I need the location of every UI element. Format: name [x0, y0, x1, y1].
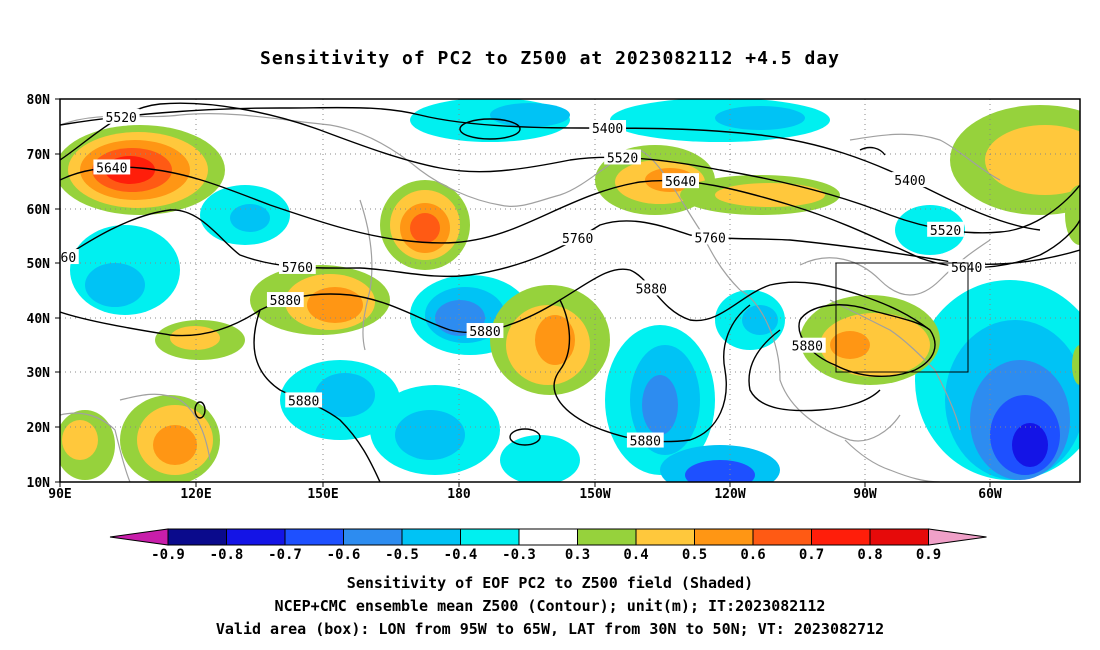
colorbar-swatch [460, 528, 520, 546]
colorbar-label: 0.9 [916, 547, 941, 563]
lat-label: 50N [27, 257, 51, 272]
contour-label-bg [604, 149, 641, 165]
lat-label: 10N [27, 476, 51, 491]
lat-label: 80N [27, 93, 51, 108]
contour-label: 5640 [96, 161, 127, 176]
colorbar-swatch [401, 528, 461, 546]
contour-label: 5880 [288, 394, 319, 409]
contour-label: 5760 [282, 261, 313, 276]
axis-ticks [55, 98, 991, 487]
caption-shaded: Sensitivity of EOF PC2 to Z500 field (Sh… [346, 574, 754, 592]
colorbar-label: 0.6 [740, 547, 765, 563]
colorbar-swatch [752, 528, 812, 546]
contour-label-bg [102, 108, 140, 124]
contour-5760 [60, 209, 1080, 278]
contour-label: 5880 [469, 325, 500, 340]
contour-label: 5640 [665, 175, 696, 190]
colorbar-swatch [284, 528, 344, 546]
colorbar: -0.9 -0.8 -0.7 -0.6 -0.5 -0.4 -0.3 0.3 0.4 0.5 0.6… [109, 528, 987, 563]
lat-label: 60N [27, 203, 51, 218]
lon-label: 150E [307, 487, 338, 502]
contour-label-bg [266, 292, 304, 308]
contour-label: 5880 [792, 340, 823, 355]
lat-label: 30N [27, 366, 51, 381]
colorbar-swatch [577, 528, 637, 546]
lon-label: 90W [853, 487, 877, 502]
contour-label-bg [927, 221, 964, 237]
contour-label-bg [278, 258, 316, 274]
map-frame [59, 98, 1081, 483]
contour-labels: 5520 5640 5400 5520 5640 5760 760 5760 5880 5760 5… [53, 108, 986, 450]
contour-label: 5400 [592, 122, 623, 137]
contour-label: 5760 [562, 232, 593, 247]
colorbar-swatch [167, 528, 227, 546]
contour-label-bg [891, 172, 929, 188]
latitude-labels: 80N 70N 60N 50N 40N 30N 20N 10N [27, 93, 51, 491]
colorbar-swatch [811, 528, 871, 546]
colorbar-label: -0.6 [327, 547, 361, 563]
contour-5880 [60, 268, 931, 337]
colorbar-swatch [635, 528, 695, 546]
colorbar-left-arrow [109, 528, 169, 546]
lat-label: 20N [27, 421, 51, 436]
colorbar-right-arrow [928, 528, 987, 546]
contour-label: 5400 [894, 174, 925, 189]
contour-label-bg [466, 323, 504, 339]
lon-label: 60W [978, 487, 1002, 502]
contour-label-bg [662, 173, 699, 189]
colorbar-swatch [343, 528, 403, 546]
map-title: Sensitivity of PC2 to Z500 at 2023082112… [259, 48, 840, 69]
colorbar-label: 0.8 [857, 547, 882, 563]
valid-area-box [835, 262, 969, 373]
lon-label: 120E [180, 487, 211, 502]
contour-label: 5640 [951, 261, 982, 276]
contour-label: 5880 [630, 435, 661, 450]
colorbar-label: -0.8 [210, 547, 244, 563]
colorbar-label: -0.4 [444, 547, 478, 563]
contour-label-bg [60, 249, 79, 265]
colorbar-label: 0.7 [799, 547, 824, 563]
contour-label: 5880 [636, 282, 667, 297]
lon-label: 90E [48, 487, 71, 502]
lon-label: 150W [579, 487, 610, 502]
contour-label-bg [691, 229, 729, 245]
colorbar-swatch [226, 528, 286, 546]
caption-valid-area: Valid area (box): LON from 95W to 65W, L… [215, 620, 885, 638]
colorbar-label: -0.5 [385, 547, 419, 563]
contour-label-bg [626, 432, 664, 448]
contour-label-bg [285, 392, 323, 408]
longitude-labels: 90E 120E 150E 180 150W 120W 90W 60W [48, 487, 1002, 502]
contour-label: 5520 [106, 111, 137, 126]
lon-label: 120W [714, 487, 745, 502]
colorbar-label: -0.7 [268, 547, 302, 563]
colorbar-swatch [518, 528, 578, 546]
contour-label-bg [788, 337, 826, 353]
contour-label: 5520 [930, 224, 961, 239]
colorbar-label: 0.4 [623, 547, 648, 563]
map-plot-area: 5520 5640 5400 5520 5640 5760 760 5760 5880 5760 5… [53, 99, 1080, 482]
contour-label-bg [559, 230, 597, 246]
colorbar-label: -0.3 [502, 547, 536, 563]
contour-label: 760 [53, 251, 76, 266]
contour-label-bg [632, 280, 670, 296]
colorbar-swatch [869, 528, 929, 546]
lat-label: 70N [27, 148, 51, 163]
contour-label-bg [589, 120, 627, 136]
coastlines [60, 113, 1001, 482]
caption-contour: NCEP+CMC ensemble mean Z500 (Contour); u… [274, 597, 826, 615]
lat-label: 40N [27, 312, 51, 327]
colorbar-label: -0.9 [151, 547, 185, 563]
colorbar-swatch [694, 528, 754, 546]
contour-label: 5520 [607, 151, 638, 166]
contour-label: 5760 [695, 231, 726, 246]
contour-label: 5880 [270, 294, 301, 309]
colorbar-label: 0.3 [565, 547, 590, 563]
colorbar-label: 0.5 [682, 547, 707, 563]
lon-label: 180 [447, 487, 471, 502]
contour-label-bg [93, 159, 131, 175]
